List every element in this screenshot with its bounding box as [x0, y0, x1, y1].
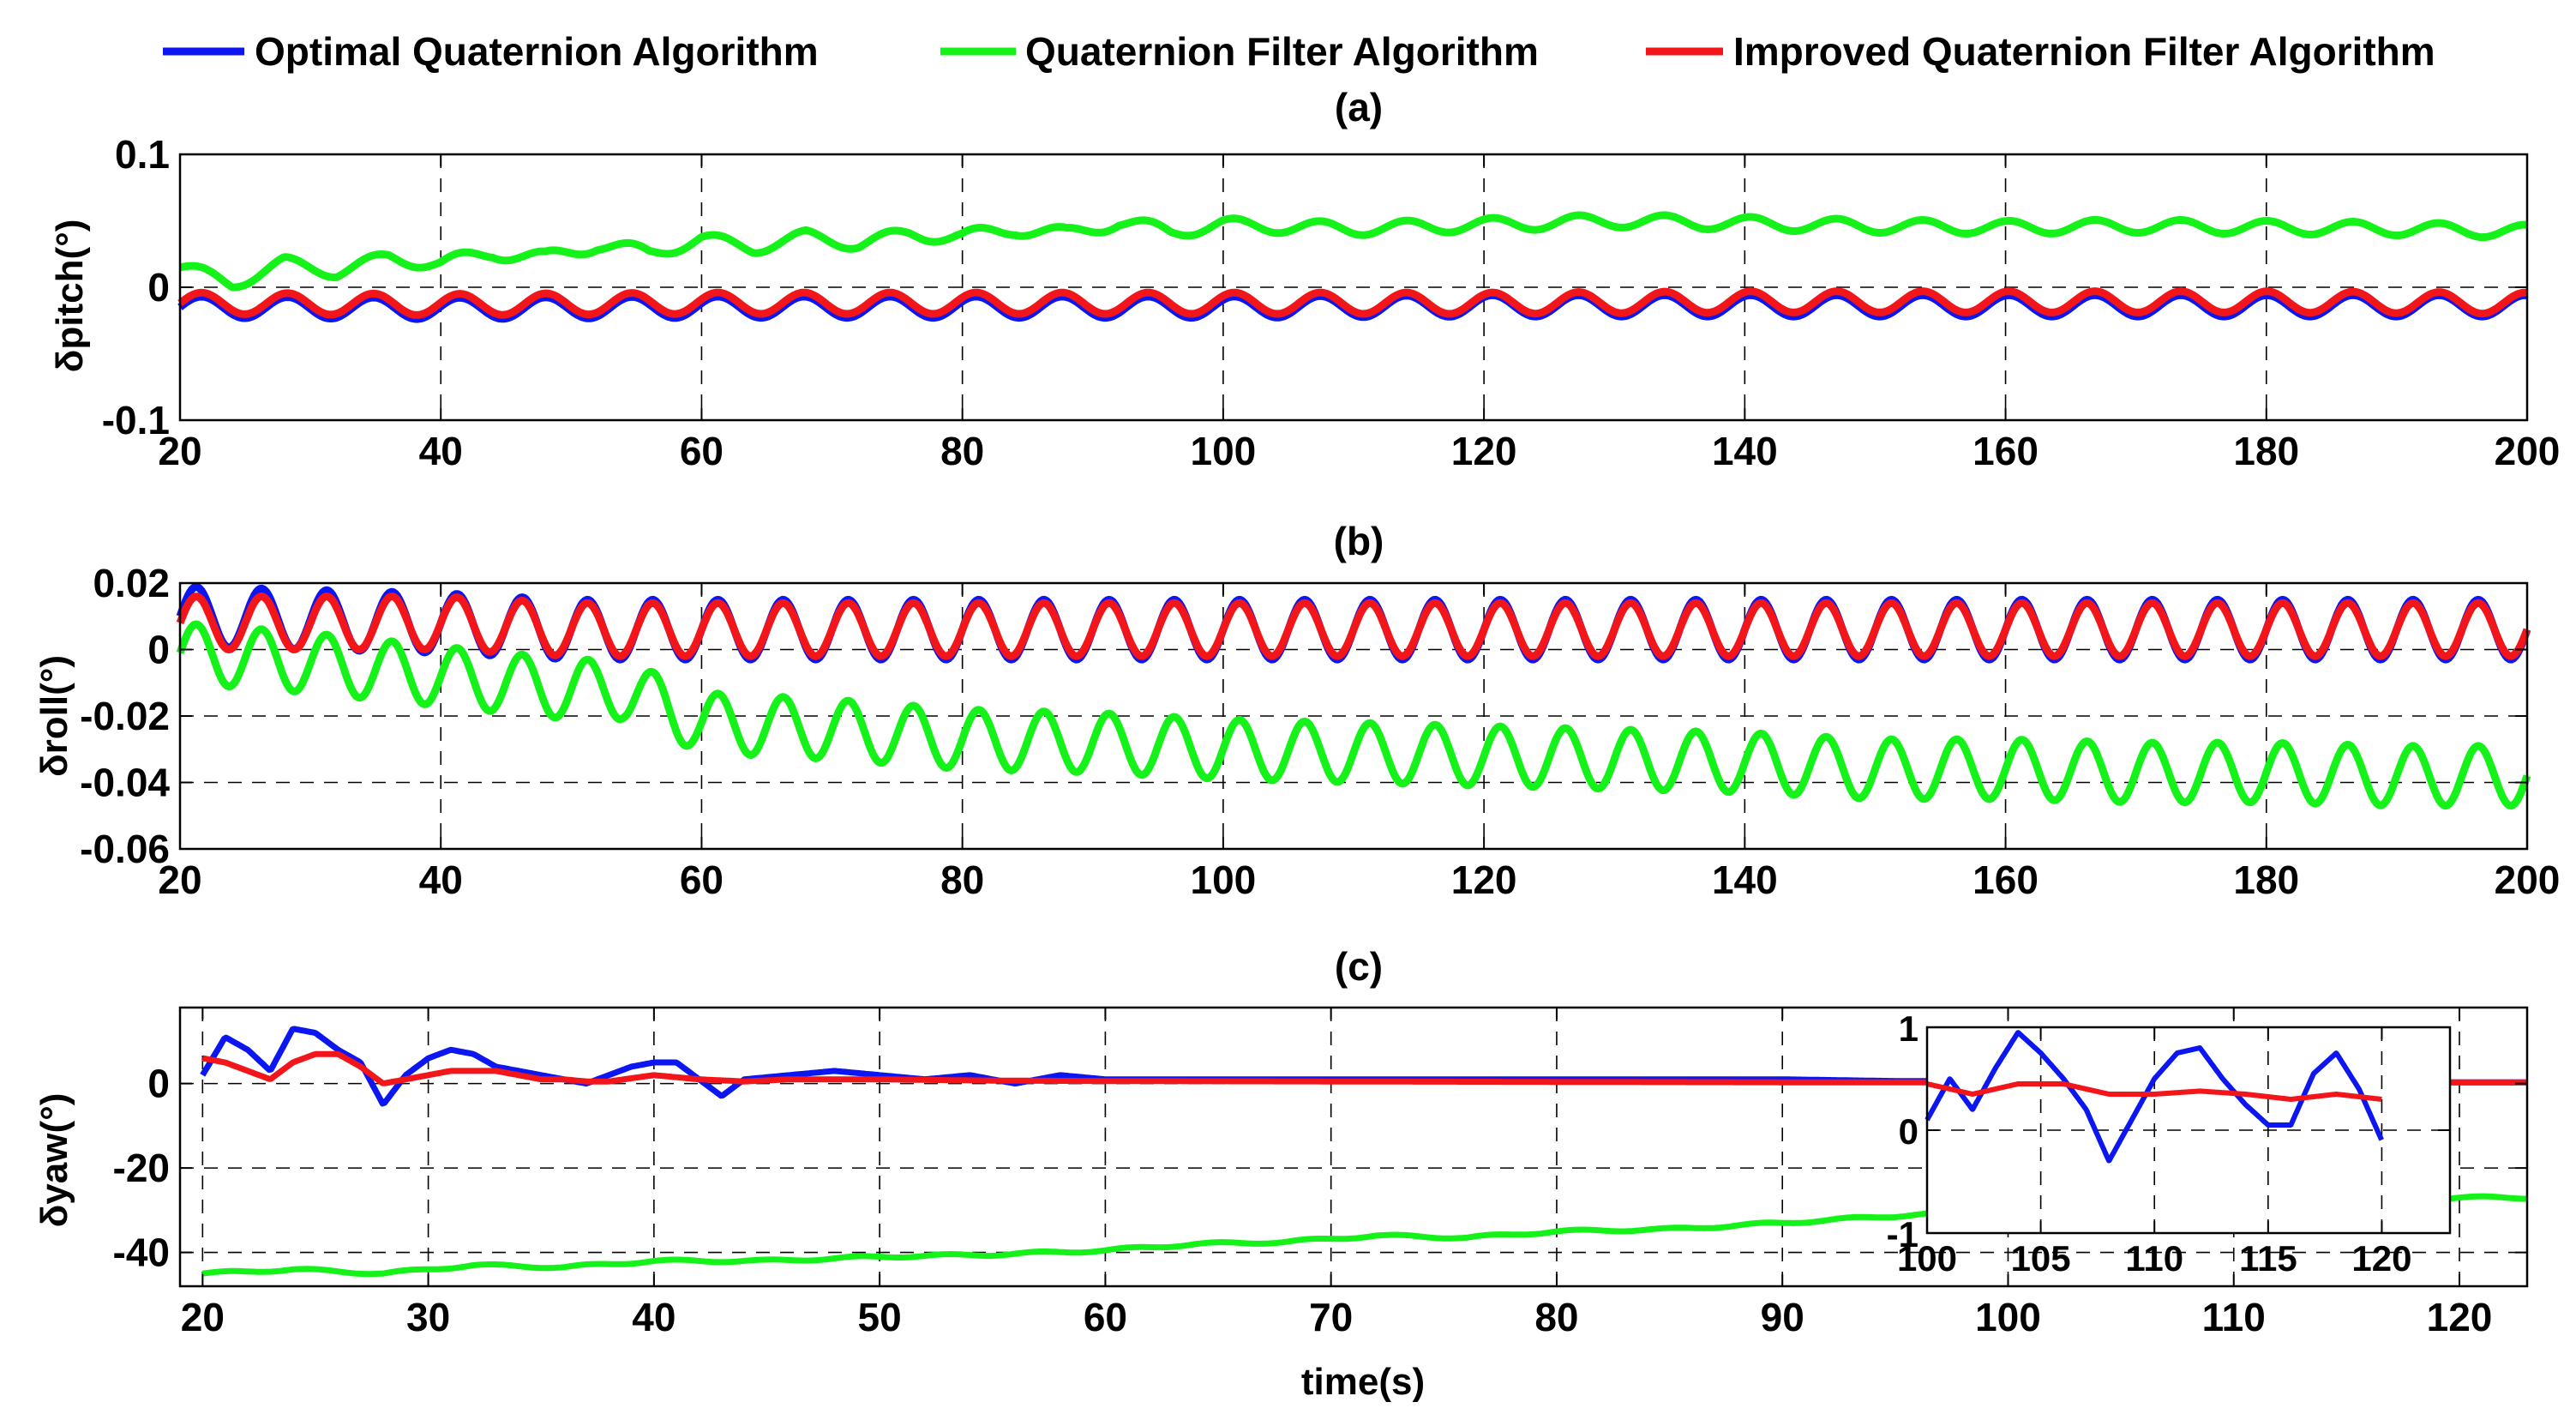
- ylabel-pitch: δpitch(°): [49, 220, 91, 373]
- y-tick-label: 0.1: [115, 132, 170, 177]
- y-tick-label: -0.02: [80, 694, 170, 738]
- x-tick-label: 40: [632, 1295, 676, 1339]
- series-line-improved: [176, 593, 2531, 660]
- legend-label-filter: Quaternion Filter Algorithm: [1025, 29, 1539, 74]
- x-tick-label: 100: [1975, 1295, 2041, 1339]
- xlabel-time: time(s): [1301, 1361, 1425, 1403]
- x-tick-label: 20: [181, 1295, 225, 1339]
- axes-frame: [178, 1006, 2529, 1288]
- x-tick-label: 40: [419, 429, 463, 473]
- x-tick-label: 160: [1973, 857, 2039, 902]
- series-group: [1924, 1030, 2384, 1164]
- x-tick-label: 140: [1712, 857, 1778, 902]
- x-tick-label: 120: [1451, 857, 1517, 902]
- y-tick-label: -40: [113, 1230, 170, 1275]
- x-tick-label: 200: [2495, 857, 2561, 902]
- x-tick-label: 70: [1309, 1295, 1353, 1339]
- legend: Optimal Quaternion Algorithm Quaternion …: [163, 29, 2435, 74]
- legend-label-optimal: Optimal Quaternion Algorithm: [255, 29, 819, 74]
- x-tick-label: 80: [940, 857, 984, 902]
- x-tick-label: 200: [2495, 429, 2561, 473]
- x-tick-label: 100: [1897, 1238, 1957, 1279]
- panel-title-c: (c): [1335, 944, 1383, 989]
- ticks: 20 40 60 80 100 120 140 160 180 200 -0.1 0 0.1: [102, 132, 2561, 473]
- x-tick-label: 100: [1191, 429, 1257, 473]
- x-tick-label: 20: [158, 429, 201, 473]
- y-tick-label: -0.06: [80, 827, 170, 871]
- ylabel-roll: δroll(°): [33, 655, 75, 777]
- x-tick-label: 60: [680, 857, 724, 902]
- x-tick-label: 60: [680, 429, 724, 473]
- x-tick-label: 80: [940, 429, 984, 473]
- x-tick-label: 50: [858, 1295, 902, 1339]
- x-tick-label: 120: [1451, 429, 1517, 473]
- x-tick-label: 105: [2011, 1238, 2071, 1279]
- x-tick-label: 40: [419, 857, 463, 902]
- ticks: 100 105 110 115 120 -1 0 1: [1887, 1008, 2450, 1279]
- x-tick-label: 90: [1761, 1295, 1804, 1339]
- ticks: 20 30 40 50 60 70 80 90 100 110 120 -40 -20 0: [113, 1008, 2527, 1339]
- series-group: [176, 582, 2531, 810]
- ylabel-yaw: δyaw(°): [33, 1093, 75, 1228]
- grid: [180, 154, 2527, 420]
- y-tick-label: 0.02: [93, 561, 170, 605]
- x-tick-label: 120: [2427, 1295, 2493, 1339]
- y-tick-label: 0: [147, 1062, 170, 1106]
- series-group: [177, 211, 2530, 323]
- y-tick-label: -1: [1887, 1214, 1918, 1255]
- x-tick-label: 140: [1712, 429, 1778, 473]
- y-tick-label: 1: [1899, 1008, 1918, 1049]
- y-tick-label: -20: [113, 1146, 170, 1190]
- x-tick-label: 110: [2125, 1238, 2183, 1279]
- x-tick-label: 180: [2233, 429, 2299, 473]
- x-tick-label: 60: [1084, 1295, 1127, 1339]
- x-tick-label: 160: [1973, 429, 2039, 473]
- chart-panel-a: 20 40 60 80 100 120 140 160 180 200 -0.1 0 0.1: [102, 132, 2561, 473]
- series-line-filter: [176, 620, 2531, 810]
- panel-title-a: (a): [1335, 85, 1383, 129]
- x-tick-label: 180: [2233, 857, 2299, 902]
- y-tick-label: 0: [1899, 1111, 1918, 1152]
- chart-inset-c: 100 105 110 115 120 -1 0 1: [1887, 1008, 2452, 1279]
- x-tick-label: 120: [2351, 1238, 2411, 1279]
- y-tick-label: 0: [147, 265, 170, 310]
- x-tick-label: 30: [406, 1295, 450, 1339]
- x-tick-label: 80: [1534, 1295, 1578, 1339]
- chart-panel-b: 20 40 60 80 100 120 140 160 180 200 -0.06 -0.04 -0.0…: [80, 561, 2560, 902]
- y-tick-label: -0.1: [102, 398, 170, 442]
- ticks: 20 40 60 80 100 120 140 160 180 200 -0.06 -0.04 -0.0…: [80, 561, 2560, 902]
- grid: [1927, 1027, 2450, 1233]
- series-line-optimal: [1924, 1030, 2384, 1164]
- x-tick-label: 115: [2239, 1238, 2297, 1279]
- x-tick-label: 20: [158, 857, 201, 902]
- y-tick-label: 0: [147, 628, 170, 672]
- y-tick-label: -0.04: [80, 761, 170, 805]
- x-tick-label: 100: [1191, 857, 1257, 902]
- x-tick-label: 110: [2202, 1295, 2266, 1339]
- panel-title-b: (b): [1334, 519, 1384, 563]
- series-line-filter: [177, 211, 2530, 292]
- legend-label-improved: Improved Quaternion Filter Algorithm: [1733, 29, 2435, 74]
- series-line-improved: [1924, 1081, 2384, 1102]
- series-line-improved: [177, 287, 2530, 319]
